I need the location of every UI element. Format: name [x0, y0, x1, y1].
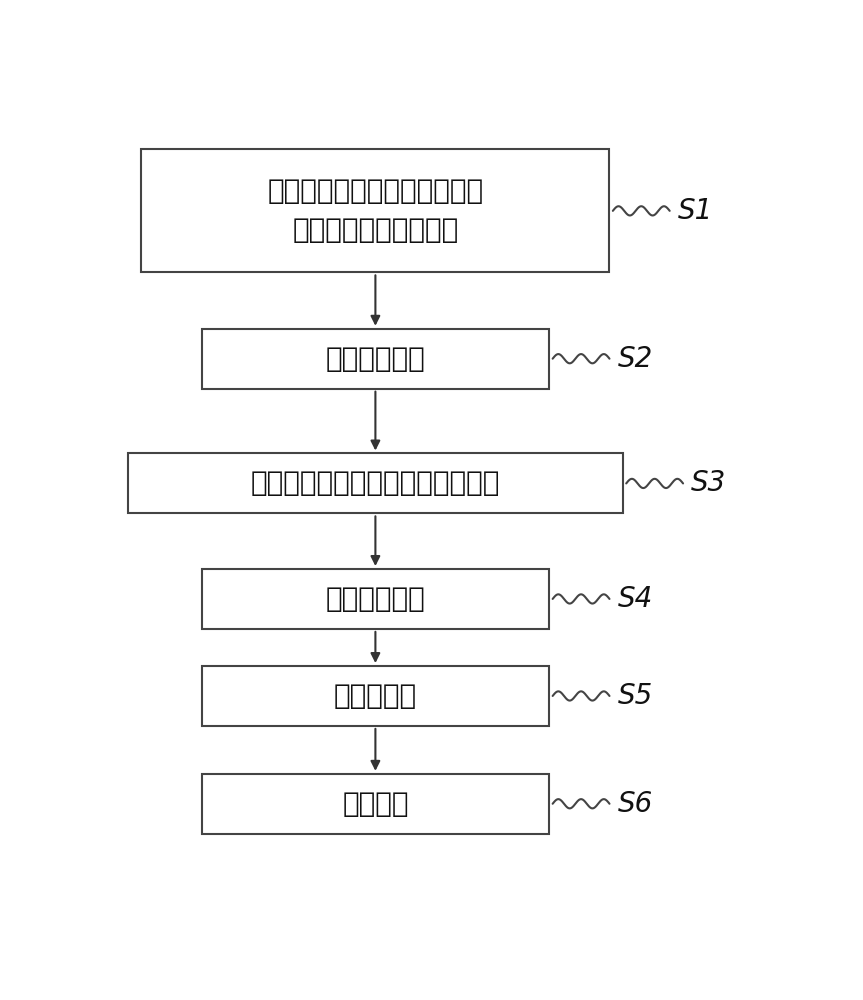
FancyBboxPatch shape: [201, 666, 550, 726]
Text: 去离子水加热，并与环烷烃混
合，得到第一混合溶液: 去离子水加热，并与环烷烃混 合，得到第一混合溶液: [268, 177, 483, 244]
Text: S3: S3: [691, 469, 727, 497]
FancyBboxPatch shape: [201, 569, 550, 629]
Text: 静止冷却: 静止冷却: [342, 790, 409, 818]
FancyBboxPatch shape: [142, 149, 609, 272]
FancyBboxPatch shape: [201, 774, 550, 834]
Text: S1: S1: [677, 197, 713, 225]
Text: S6: S6: [618, 790, 652, 818]
Text: 加入有机胺酯: 加入有机胺酯: [325, 345, 425, 373]
FancyBboxPatch shape: [201, 329, 550, 389]
FancyBboxPatch shape: [128, 453, 623, 513]
Text: S5: S5: [618, 682, 652, 710]
Text: 加入乳化剂: 加入乳化剂: [334, 682, 417, 710]
Text: S2: S2: [618, 345, 652, 373]
Text: 加入乙醇溶液: 加入乙醇溶液: [325, 585, 425, 613]
Text: 依次加入金属清洁剂和表面活性剂: 依次加入金属清洁剂和表面活性剂: [251, 469, 500, 497]
Text: S4: S4: [618, 585, 652, 613]
